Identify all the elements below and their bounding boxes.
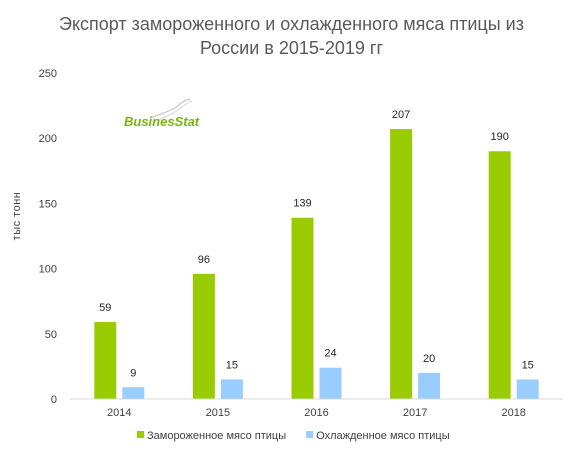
y-tick-label: 150 xyxy=(39,198,57,210)
bar-chilled-2014 xyxy=(122,387,145,399)
data-label: 9 xyxy=(130,367,136,379)
x-tick-label: 2016 xyxy=(304,407,328,419)
legend: Замороженное мясо птицы Охлажденное мясо … xyxy=(137,430,450,442)
y-tick-label: 100 xyxy=(39,264,57,276)
legend-label: Охлажденное мясо птицы xyxy=(316,430,450,442)
bar-chilled-2017 xyxy=(418,372,441,399)
data-label: 139 xyxy=(293,198,311,210)
y-tick-label: 50 xyxy=(45,329,57,341)
x-tick-label: 2017 xyxy=(403,407,427,419)
y-tick-label: 250 xyxy=(39,68,57,80)
bar-frozen-2015 xyxy=(192,273,215,399)
bar-chilled-2018 xyxy=(516,379,539,399)
chart-title-line-2: России в 2015-2019 гг xyxy=(199,38,384,58)
legend-label: Замороженное мясо птицы xyxy=(147,430,286,442)
businesstat-logo: BusinesStat xyxy=(124,98,200,129)
bars: 59 9 96 15 139 24 207 20 190 15 xyxy=(94,109,539,399)
x-axis-ticks: 2014 2015 2016 2017 2018 xyxy=(107,407,526,419)
y-tick-label: 200 xyxy=(39,133,57,145)
data-label: 207 xyxy=(392,109,410,121)
bar-chilled-2016 xyxy=(319,367,342,399)
data-label: 20 xyxy=(423,353,435,365)
y-tick-label: 0 xyxy=(51,394,57,406)
bar-frozen-2014 xyxy=(94,322,117,399)
bar-frozen-2017 xyxy=(390,129,413,399)
data-label: 24 xyxy=(324,348,336,360)
bar-chilled-2015 xyxy=(220,379,243,399)
data-label: 15 xyxy=(522,359,534,371)
chart-title-line-1: Экспорт замороженного и охлажденного мяс… xyxy=(59,14,524,34)
bar-frozen-2018 xyxy=(488,151,511,399)
legend-swatch xyxy=(306,431,314,438)
data-label: 59 xyxy=(99,302,111,314)
y-axis-ticks: 0 50 100 150 200 250 xyxy=(39,68,57,406)
data-label: 190 xyxy=(491,131,509,143)
y-axis-title: тыс тонн xyxy=(11,192,23,241)
x-tick-label: 2015 xyxy=(206,407,230,419)
x-tick-label: 2018 xyxy=(501,407,525,419)
bar-frozen-2016 xyxy=(291,217,314,399)
x-tick-label: 2014 xyxy=(107,407,131,419)
chart-title: Экспорт замороженного и охлажденного мяс… xyxy=(0,12,583,60)
businesstat-logo-text: BusinesStat xyxy=(124,114,200,129)
data-label: 15 xyxy=(226,359,238,371)
data-label: 96 xyxy=(198,254,210,266)
legend-swatch xyxy=(137,431,144,438)
